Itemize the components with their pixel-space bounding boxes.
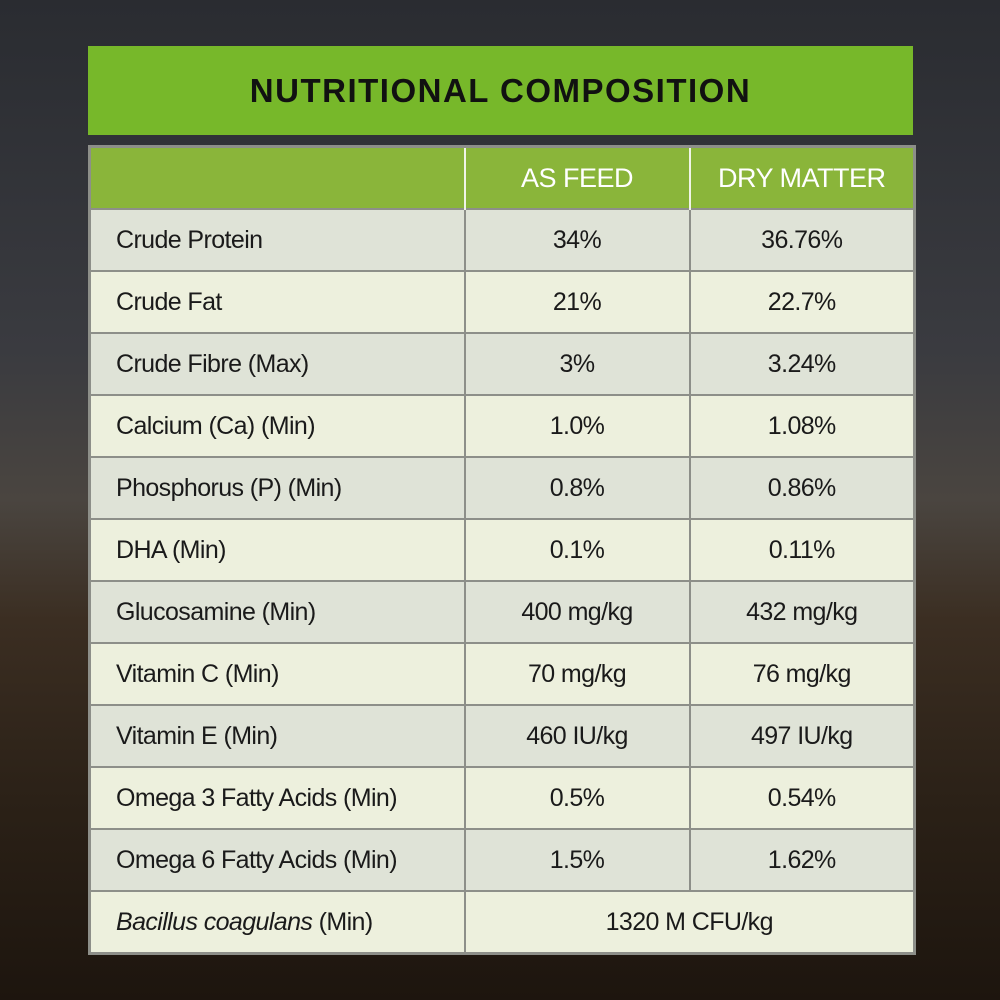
table-row: Glucosamine (Min) 400 mg/kg 432 mg/kg	[88, 580, 916, 644]
as-feed-value: 70 mg/kg	[463, 642, 691, 706]
as-feed-value: 1.0%	[463, 394, 691, 458]
dry-matter-value: 1.08%	[688, 394, 916, 458]
row-label: Calcium (Ca) (Min)	[88, 394, 466, 458]
table-row: Crude Protein 34% 36.76%	[88, 208, 916, 272]
table-row: Vitamin C (Min) 70 mg/kg 76 mg/kg	[88, 642, 916, 706]
table-row: Calcium (Ca) (Min) 1.0% 1.08%	[88, 394, 916, 458]
row-label: Vitamin E (Min)	[88, 704, 466, 768]
dry-matter-value: 3.24%	[688, 332, 916, 396]
nutrition-table: AS FEED DRY MATTER Crude Protein 34% 36.76…	[88, 145, 916, 955]
row-label: Crude Fat	[88, 270, 466, 334]
table-row: Omega 3 Fatty Acids (Min) 0.5% 0.54%	[88, 766, 916, 830]
dry-matter-value: 22.7%	[688, 270, 916, 334]
as-feed-value: 21%	[463, 270, 691, 334]
table-row: Crude Fibre (Max) 3% 3.24%	[88, 332, 916, 396]
row-label: DHA (Min)	[88, 518, 466, 582]
row-label: Crude Fibre (Max)	[88, 332, 466, 396]
row-label: Crude Protein	[88, 208, 466, 272]
as-feed-value: 0.1%	[463, 518, 691, 582]
row-label: Glucosamine (Min)	[88, 580, 466, 644]
table-row: Phosphorus (P) (Min) 0.8% 0.86%	[88, 456, 916, 520]
dry-matter-value: 36.76%	[688, 208, 916, 272]
as-feed-value: 400 mg/kg	[463, 580, 691, 644]
row-label: Bacillus coagulans (Min)	[88, 890, 466, 955]
table-row-bacillus: Bacillus coagulans (Min) 1320 M CFU/kg	[88, 890, 916, 955]
header-as-feed: AS FEED	[463, 146, 690, 209]
row-label: Omega 6 Fatty Acids (Min)	[88, 828, 466, 892]
page-title: NUTRITIONAL COMPOSITION	[249, 71, 752, 109]
dry-matter-value: 497 IU/kg	[688, 704, 916, 768]
as-feed-value: 3%	[463, 332, 691, 396]
table-row: Omega 6 Fatty Acids (Min) 1.5% 1.62%	[88, 828, 916, 892]
as-feed-value: 1.5%	[463, 828, 691, 892]
row-value-combined: 1320 M CFU/kg	[463, 890, 916, 955]
row-label-italic: Bacillus coagulans	[116, 907, 313, 936]
row-label: Vitamin C (Min)	[88, 642, 466, 706]
row-label: Phosphorus (P) (Min)	[88, 456, 466, 520]
header-dry-matter: DRY MATTER	[688, 146, 915, 209]
title-bar: NUTRITIONAL COMPOSITION	[88, 46, 913, 135]
header-label	[89, 146, 465, 209]
dry-matter-value: 1.62%	[688, 828, 916, 892]
as-feed-value: 460 IU/kg	[463, 704, 691, 768]
table-row: Crude Fat 21% 22.7%	[88, 270, 916, 334]
row-label-suffix: (Min)	[312, 907, 374, 936]
dry-matter-value: 0.11%	[688, 518, 916, 582]
as-feed-value: 34%	[463, 208, 691, 272]
as-feed-value: 0.5%	[463, 766, 691, 830]
dry-matter-value: 432 mg/kg	[688, 580, 916, 644]
header-row: AS FEED DRY MATTER	[89, 146, 915, 209]
table-row: DHA (Min) 0.1% 0.11%	[88, 518, 916, 582]
row-label: Omega 3 Fatty Acids (Min)	[88, 766, 466, 830]
dry-matter-value: 0.54%	[688, 766, 916, 830]
dry-matter-value: 0.86%	[688, 456, 916, 520]
table-row: Vitamin E (Min) 460 IU/kg 497 IU/kg	[88, 704, 916, 768]
as-feed-value: 0.8%	[463, 456, 691, 520]
dry-matter-value: 76 mg/kg	[688, 642, 916, 706]
